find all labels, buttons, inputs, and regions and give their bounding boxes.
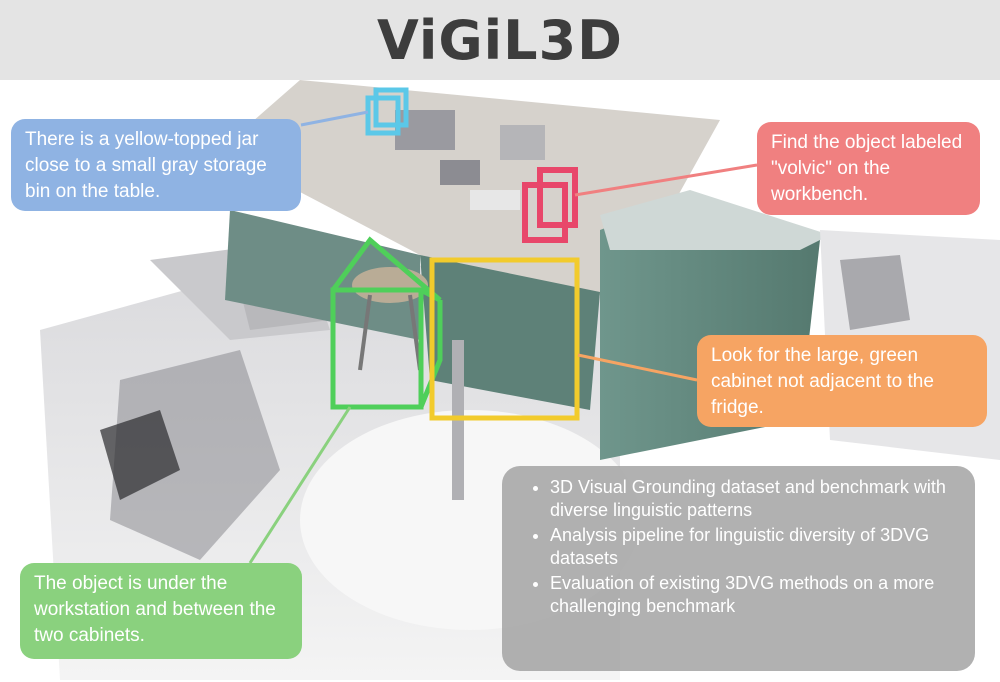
summary-item: Analysis pipeline for linguistic diversi… xyxy=(550,524,959,570)
callout-orange: Look for the large, green cabinet not ad… xyxy=(697,335,987,427)
workbench-front-left xyxy=(225,210,420,340)
stool-leg xyxy=(408,294,422,371)
red-connector xyxy=(574,163,758,197)
page-title: ViGiL3D xyxy=(377,8,623,72)
callout-blue: There is a yellow-topped jar close to a … xyxy=(11,119,301,211)
summary-item: Evaluation of existing 3DVG methods on a… xyxy=(550,572,959,618)
stool-leg xyxy=(358,294,372,371)
fridge-top xyxy=(600,190,830,250)
blue-connector xyxy=(300,110,369,127)
callout-green: The object is under the workstation and … xyxy=(20,563,302,659)
header-bar: ViGiL3D xyxy=(0,0,1000,80)
green-connector xyxy=(248,406,352,564)
summary-list: 3D Visual Grounding dataset and benchmar… xyxy=(522,476,959,618)
orange-connector xyxy=(577,353,698,382)
summary-box: 3D Visual Grounding dataset and benchmar… xyxy=(502,466,975,671)
left-clutter xyxy=(110,350,280,560)
red-bounding-box xyxy=(522,167,578,243)
bench-item-4 xyxy=(440,160,480,185)
bench-item-2 xyxy=(500,125,545,160)
bench-item-3 xyxy=(470,190,520,210)
yellow-bounding-box xyxy=(429,257,580,421)
shadow-patch xyxy=(100,410,180,500)
right-item xyxy=(840,255,910,330)
callout-red: Find the object labeled "volvic" on the … xyxy=(757,122,980,215)
summary-item: 3D Visual Grounding dataset and benchmar… xyxy=(550,476,959,522)
cabinet-under-bench xyxy=(420,255,600,410)
blue-bounding-box xyxy=(365,87,409,136)
stool-seat xyxy=(352,267,428,303)
